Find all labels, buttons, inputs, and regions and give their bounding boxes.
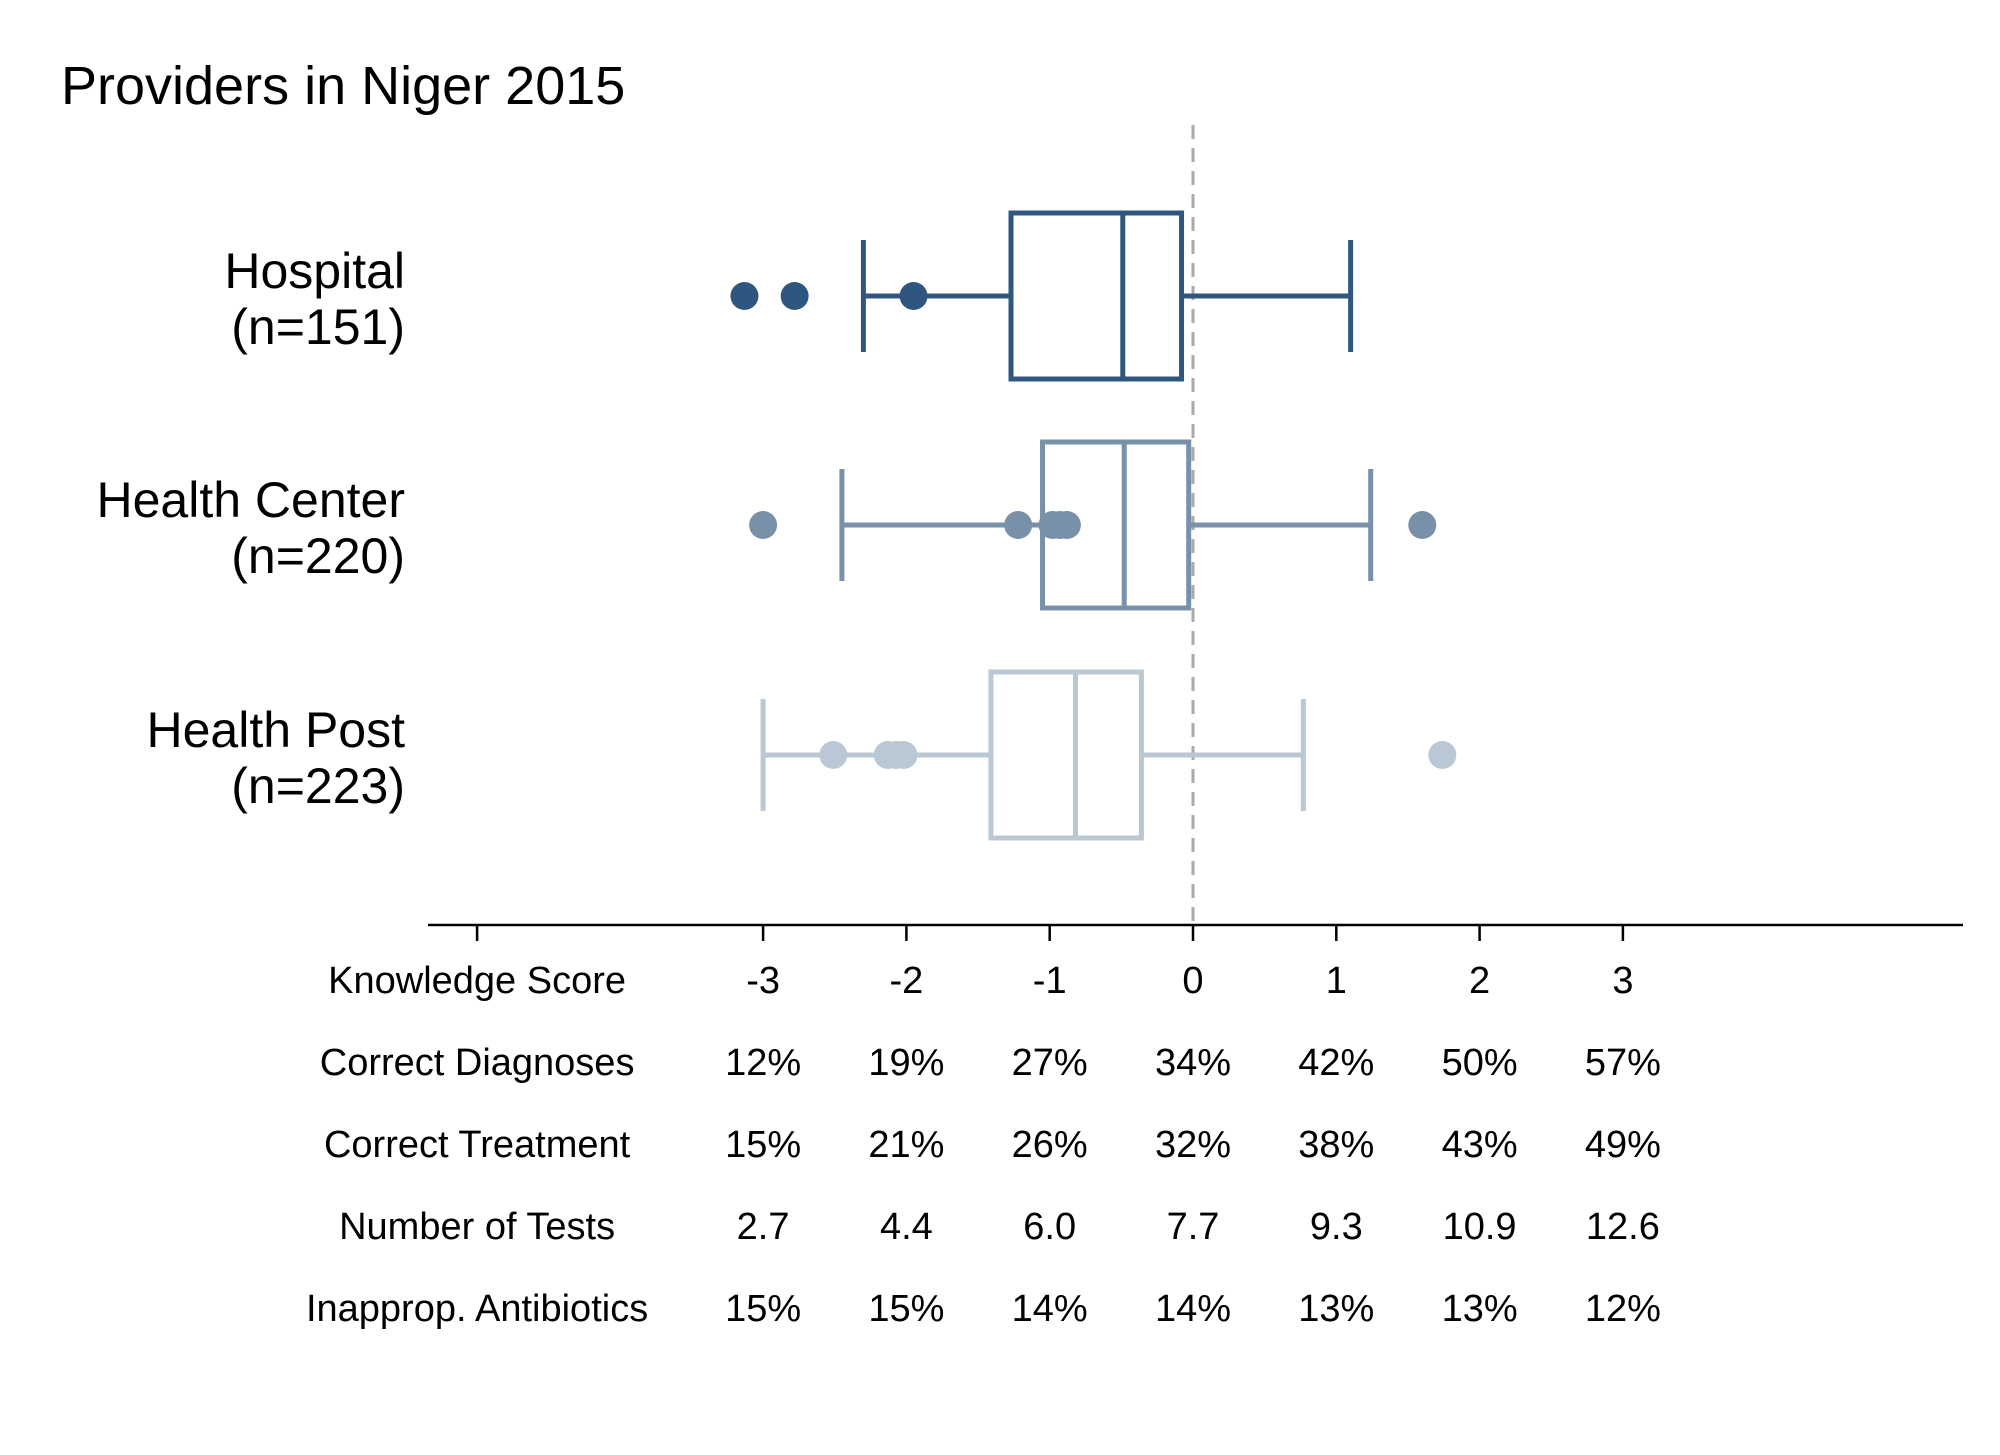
- table-cell: 15%: [725, 1124, 801, 1166]
- chart-title: Providers in Niger 2015: [61, 56, 625, 116]
- table-cell: 2.7: [737, 1206, 790, 1248]
- table-row-label: Correct Treatment: [324, 1124, 631, 1166]
- table-row-3: Number of Tests 2.7 4.4 6.0 7.7 9.3 10.9 12.6: [339, 1206, 1660, 1248]
- table-cell: 10.9: [1443, 1206, 1517, 1248]
- table-cell: -1: [1033, 960, 1067, 1002]
- table-cell: 21%: [868, 1124, 944, 1166]
- group-label-count: (n=151): [231, 299, 405, 355]
- x-axis: [428, 923, 1963, 941]
- table-cell: 43%: [1442, 1124, 1518, 1166]
- table-cell: 19%: [868, 1042, 944, 1084]
- score-conversion-table: Knowledge Score -3 -2 -1 0 1 2 3 Correct Diagnos…: [306, 960, 1661, 1330]
- table-row-label: Inapprop. Antibiotics: [306, 1288, 648, 1330]
- table-row-0: Knowledge Score -3 -2 -1 0 1 2 3: [328, 960, 1633, 1002]
- table-cell: 27%: [1012, 1042, 1088, 1084]
- table-row-label: Number of Tests: [339, 1206, 615, 1248]
- table-cell: 3: [1612, 960, 1633, 1002]
- group-label-count: (n=220): [231, 528, 405, 584]
- table-cell: 12%: [1585, 1288, 1661, 1330]
- table-cell: 1: [1326, 960, 1347, 1002]
- outlier-point-4: [1052, 511, 1081, 539]
- outlier-point-1: [780, 282, 809, 310]
- group-label-name: Hospital: [224, 243, 405, 299]
- table-cell: 34%: [1155, 1042, 1231, 1084]
- outlier-point-2: [899, 282, 928, 310]
- table-cell: -2: [890, 960, 924, 1002]
- outlier-point-3: [889, 741, 918, 769]
- outlier-point-1: [819, 741, 848, 769]
- table-cell: 14%: [1012, 1288, 1088, 1330]
- table-cell: -3: [746, 960, 780, 1002]
- outlier-point-0: [730, 282, 759, 310]
- outlier-point-1: [1004, 511, 1033, 539]
- table-cell: 15%: [868, 1288, 944, 1330]
- table-cell: 26%: [1012, 1124, 1088, 1166]
- table-cell: 38%: [1298, 1124, 1374, 1166]
- plot-area: Hospital(n=151)Health Center(n=220)Healt…: [97, 125, 1457, 925]
- table-row-2: Correct Treatment 15% 21% 26% 32% 38% 43% 49%: [324, 1124, 1661, 1166]
- table-cell: 32%: [1155, 1124, 1231, 1166]
- table-cell: 7.7: [1167, 1206, 1220, 1248]
- table-cell: 57%: [1585, 1042, 1661, 1084]
- table-cell: 4.4: [880, 1206, 933, 1248]
- iqr-box: [988, 669, 1144, 841]
- group-label-name: Health Center: [97, 472, 406, 528]
- table-row-1: Correct Diagnoses 12% 19% 27% 34% 42% 50% 57%: [320, 1042, 1661, 1084]
- outlier-point-5: [1408, 511, 1437, 539]
- table-cell: 12.6: [1586, 1206, 1660, 1248]
- table-cell: 15%: [725, 1288, 801, 1330]
- table-cell: 13%: [1298, 1288, 1374, 1330]
- outlier-point-0: [749, 511, 778, 539]
- table-cell: 0: [1182, 960, 1203, 1002]
- table-row-4: Inapprop. Antibiotics 15% 15% 14% 14% 13% 13% 1…: [306, 1288, 1661, 1330]
- table-cell: 42%: [1298, 1042, 1374, 1084]
- table-row-label: Knowledge Score: [328, 960, 626, 1002]
- group-label-name: Health Post: [147, 702, 406, 758]
- box-group-1: Health Center(n=220): [97, 439, 1437, 611]
- iqr-box: [1008, 210, 1185, 382]
- table-cell: 50%: [1442, 1042, 1518, 1084]
- box-group-2: Health Post(n=223): [147, 669, 1457, 841]
- table-cell: 14%: [1155, 1288, 1231, 1330]
- table-cell: 12%: [725, 1042, 801, 1084]
- box-group-0: Hospital(n=151): [224, 210, 1354, 382]
- table-row-label: Correct Diagnoses: [320, 1042, 635, 1084]
- outlier-point-4: [1428, 741, 1457, 769]
- table-cell: 2: [1469, 960, 1490, 1002]
- table-cell: 13%: [1442, 1288, 1518, 1330]
- table-cell: 49%: [1585, 1124, 1661, 1166]
- table-cell: 6.0: [1023, 1206, 1076, 1248]
- table-cell: 9.3: [1310, 1206, 1363, 1248]
- group-label-count: (n=223): [231, 758, 405, 814]
